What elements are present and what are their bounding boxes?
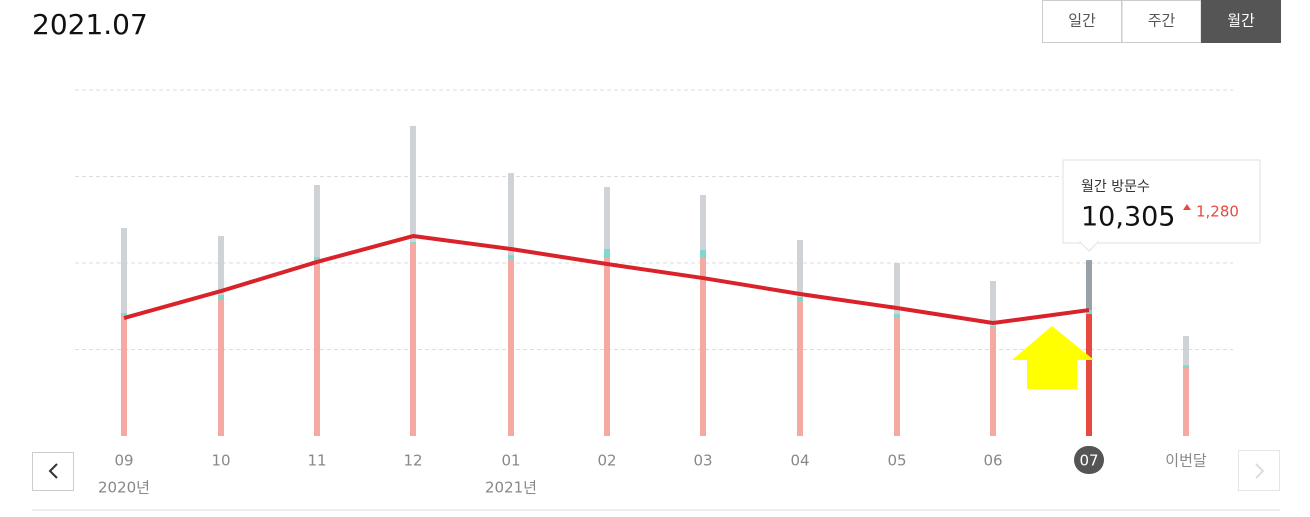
x-tick-label: 11: [307, 452, 326, 470]
tooltip-pointer: [1078, 241, 1100, 252]
bar-segment: [314, 261, 320, 436]
page-title: 2021.07: [32, 8, 148, 41]
x-tick-label: 04: [790, 452, 809, 470]
x-tick-label: 이번달: [1165, 452, 1207, 470]
bar-segment: [894, 263, 900, 315]
category-highlight: [1074, 446, 1104, 474]
bar-segment: [314, 256, 320, 262]
bar-segment: [700, 257, 706, 436]
tooltip-value: 10,305: [1081, 202, 1175, 233]
bar-segment: [508, 255, 514, 260]
tooltip-change: 1,280: [1196, 203, 1239, 221]
prev-button[interactable]: [32, 452, 74, 491]
bar-segment: [604, 248, 610, 258]
x-tick-label: 09: [114, 452, 133, 470]
bar-segment: [990, 325, 996, 328]
bar-segment: [121, 312, 127, 316]
bar-segment: [894, 318, 900, 436]
bar-segment: [1086, 260, 1092, 311]
bar-segment: [1183, 336, 1189, 366]
tooltip-box: [1062, 159, 1261, 244]
bar-segment: [410, 243, 416, 436]
bar-segment: [218, 236, 224, 296]
tooltip-title: 월간 방문수: [1081, 179, 1150, 195]
x-tick-label: 06: [983, 452, 1002, 470]
tab-label[interactable]: 일간: [1068, 12, 1096, 30]
tab[interactable]: [1121, 0, 1202, 43]
x-sublabel: 2021년: [485, 479, 537, 497]
x-tick-label: 10: [211, 452, 230, 470]
bar-segment: [218, 295, 224, 301]
up-icon: [1183, 204, 1191, 210]
bar-segment: [990, 327, 996, 436]
bar-segment: [700, 195, 706, 251]
x-tick-label: 02: [597, 452, 616, 470]
bar-segment: [218, 300, 224, 436]
bar-segment: [1183, 365, 1189, 369]
x-tick-label: 01: [501, 452, 520, 470]
bar-segment: [700, 250, 706, 258]
x-tick-label: 12: [403, 452, 422, 470]
tab-label[interactable]: 주간: [1148, 12, 1176, 30]
bar-segment: [410, 125, 416, 242]
tab-label[interactable]: 월간: [1227, 12, 1255, 30]
bar-segment: [508, 173, 514, 256]
bar-segment: [894, 314, 900, 319]
tab-group: 일간 주간 월간: [1042, 0, 1281, 43]
tab[interactable]: [1042, 0, 1122, 43]
bar-segment: [1086, 314, 1092, 436]
x-tick-label: 07: [1079, 452, 1098, 470]
bar-segment: [410, 241, 416, 244]
x-sublabel: 2020년: [98, 479, 150, 497]
plot: 09 2020년 10 11 12 01 2021년 02 03 04 05 06 07 이번달: [75, 89, 1233, 497]
tab[interactable]: [1201, 0, 1281, 43]
bar-segment: [121, 228, 127, 313]
bar-segment: [797, 301, 803, 436]
bar-segment: [314, 184, 320, 257]
x-tick-label: 03: [693, 452, 712, 470]
line-series: [123, 234, 1090, 326]
bar-segment: [797, 296, 803, 302]
arrow-annotation: [1012, 326, 1094, 389]
bar-segment: [604, 187, 610, 249]
bar-segment: [121, 315, 127, 436]
bar-segment: [508, 259, 514, 436]
bar-segment: [1183, 368, 1189, 436]
bar-segment: [604, 257, 610, 436]
bar-segment: [797, 239, 803, 297]
x-tick-label: 05: [887, 452, 906, 470]
next-button[interactable]: [1238, 450, 1280, 491]
bar-segment: [990, 280, 996, 326]
tooltip: 월간 방문수 10,305 1,280: [1062, 159, 1261, 252]
